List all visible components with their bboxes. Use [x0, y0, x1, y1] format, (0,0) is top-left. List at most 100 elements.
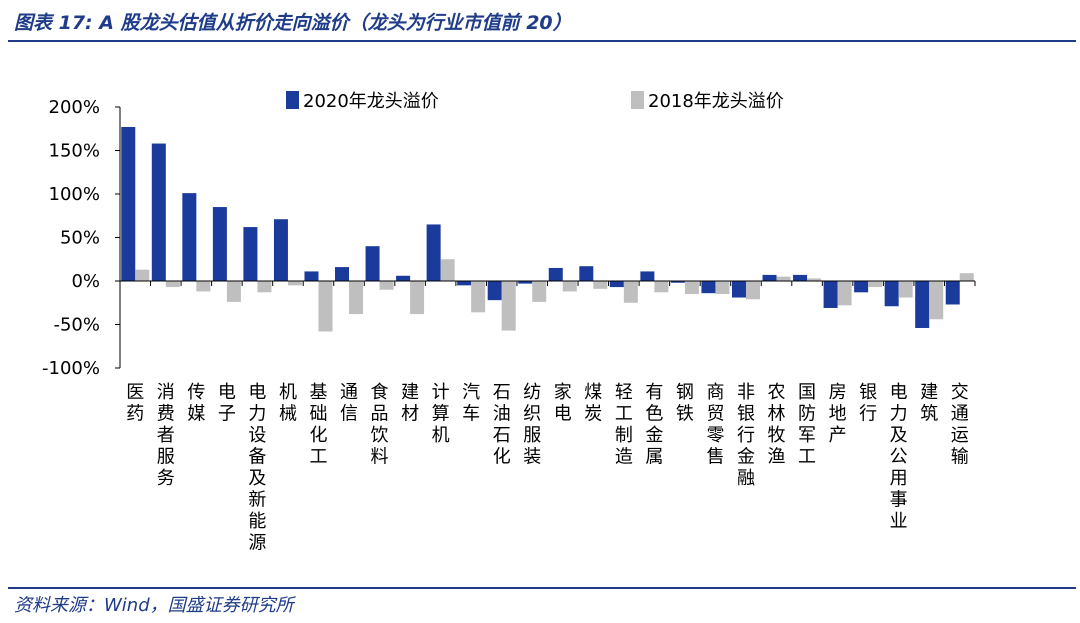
- bar-2018: [593, 281, 608, 289]
- top-rule: [8, 40, 1076, 42]
- bar-2020: [823, 281, 838, 308]
- bar-2018: [165, 281, 180, 288]
- category-label: 国防军工: [798, 382, 816, 468]
- source-note: 资料来源：Wind，国盛证券研究所: [14, 595, 294, 616]
- bar-2020: [304, 271, 319, 281]
- bar-2020: [945, 281, 960, 305]
- category-label: 机械: [279, 382, 297, 425]
- bar-2018: [807, 278, 822, 281]
- bar-2018: [196, 281, 211, 292]
- bar-2018: [287, 281, 302, 286]
- category-label: 有色金属: [645, 382, 663, 468]
- bar-2018: [837, 281, 852, 306]
- bar-2018: [654, 281, 669, 293]
- bar-2020: [609, 281, 624, 288]
- bar-2018: [715, 281, 730, 295]
- category-label: 汽车: [462, 382, 480, 425]
- bar-2020: [579, 266, 594, 281]
- category-label: 计算机: [432, 382, 450, 446]
- y-tick-label: -50%: [53, 315, 100, 336]
- bar-2018: [776, 276, 791, 281]
- bar-2020: [243, 227, 258, 281]
- legend-label: 2020年龙头溢价: [303, 91, 439, 112]
- legend-swatch: [286, 91, 299, 109]
- bar-2020: [548, 267, 563, 281]
- bar-2020: [854, 281, 869, 293]
- y-tick-label: 100%: [49, 184, 100, 205]
- category-label: 传媒: [187, 382, 205, 425]
- category-label: 非银行金融: [737, 382, 755, 489]
- bar-2020: [731, 281, 746, 298]
- category-label: 石油石化: [493, 382, 511, 468]
- bar-2020: [762, 274, 777, 281]
- bar-2018: [226, 281, 241, 302]
- category-label: 银行: [859, 382, 877, 425]
- bar-2018: [135, 269, 150, 281]
- legend-swatch: [631, 91, 644, 109]
- category-label: 轻工制造: [615, 382, 633, 468]
- bar-2020: [396, 275, 411, 281]
- category-label: 交通运输: [951, 382, 969, 468]
- category-label: 钢铁: [676, 382, 694, 425]
- bar-2020: [518, 281, 533, 284]
- category-label: 基础化工: [309, 382, 327, 468]
- bar-2018: [959, 273, 974, 281]
- y-tick-label: 150%: [49, 141, 100, 162]
- category-label: 医药: [126, 382, 144, 425]
- category-label: 建材: [401, 382, 419, 425]
- category-label: 消费者服务: [157, 382, 175, 489]
- bar-2018: [349, 281, 364, 315]
- category-label: 通信: [340, 382, 358, 425]
- bar-2018: [471, 281, 486, 313]
- bar-2020: [151, 143, 166, 281]
- bar-2020: [335, 267, 350, 281]
- bar-2018: [684, 281, 699, 295]
- y-tick-label: 0%: [71, 271, 100, 292]
- bar-2020: [121, 127, 136, 281]
- category-label: 家电: [554, 382, 572, 425]
- bar-2018: [623, 281, 638, 303]
- category-label: 电力设备及新能源: [248, 382, 266, 554]
- bar-2020: [365, 246, 380, 281]
- bar-2018: [257, 281, 272, 293]
- category-label: 建筑: [920, 382, 938, 425]
- bar-2018: [898, 281, 913, 298]
- category-label: 纺织服装: [523, 382, 541, 468]
- bar-2020: [212, 207, 227, 281]
- bar-2020: [426, 224, 441, 281]
- bar-2020: [273, 219, 288, 281]
- bar-2018: [440, 259, 455, 281]
- bar-2020: [793, 274, 808, 281]
- category-label: 农林牧渔: [768, 382, 786, 468]
- bar-2018: [501, 281, 516, 331]
- bar-2018: [868, 281, 883, 288]
- y-tick-label: 200%: [49, 97, 100, 118]
- category-label: 房地产: [829, 382, 847, 446]
- category-label: 煤炭: [584, 382, 602, 425]
- category-label: 食品饮料: [371, 382, 389, 468]
- y-tick-label: -100%: [42, 358, 100, 379]
- bar-2018: [929, 281, 944, 320]
- bar-2020: [915, 281, 930, 328]
- bar-2020: [884, 281, 899, 307]
- bar-2018: [410, 281, 425, 315]
- bar-2020: [457, 281, 472, 286]
- legend-label: 2018年龙头溢价: [648, 91, 784, 112]
- y-tick-label: 50%: [60, 228, 100, 249]
- figure-title: 图表 17: A 股龙头估值从折价走向溢价（龙头为行业市值前 20）: [14, 12, 572, 34]
- category-label: 商贸零售: [706, 382, 724, 468]
- category-label: 电子: [218, 382, 236, 425]
- bar-2020: [182, 193, 197, 281]
- category-label: 电力及公用事业: [890, 382, 908, 532]
- bottom-rule: [8, 587, 1076, 589]
- bar-2020: [640, 271, 655, 281]
- bar-2020: [701, 281, 716, 294]
- bar-2018: [562, 281, 577, 292]
- bar-2018: [318, 281, 333, 332]
- bar-2020: [487, 281, 502, 301]
- bar-2018: [379, 281, 394, 290]
- bar-2020: [670, 281, 685, 283]
- bar-2018: [745, 281, 760, 300]
- bar-2018: [532, 281, 547, 302]
